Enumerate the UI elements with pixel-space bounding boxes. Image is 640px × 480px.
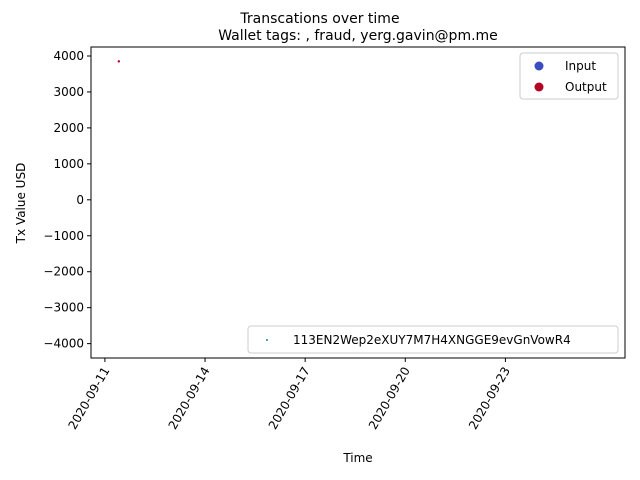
legend-wallet-label: 113EN2Wep2eXUY7M7H4XNGGE9evGnVowR4 bbox=[293, 333, 571, 347]
data-points bbox=[117, 60, 121, 63]
y-tick-label: 4000 bbox=[53, 49, 84, 63]
y-tick-label: 1000 bbox=[53, 157, 84, 171]
legend-box bbox=[247, 325, 619, 354]
y-tick-label: 0 bbox=[76, 193, 84, 207]
y-tick-label: 3000 bbox=[53, 85, 84, 99]
plot-frame bbox=[90, 46, 626, 359]
legend-wallet-marker bbox=[266, 339, 268, 341]
legend-input-label: Input bbox=[565, 59, 596, 73]
y-tick-label: −3000 bbox=[43, 301, 84, 315]
y-tick-label: −1000 bbox=[43, 229, 84, 243]
legend-input-marker bbox=[534, 61, 544, 71]
y-tick-label: 2000 bbox=[53, 121, 84, 135]
legend-box bbox=[519, 52, 619, 100]
y-axis: 4000 3000 2000 1000 0 −1000 −2000 −3000 −4000 bbox=[43, 49, 91, 351]
data-point-output bbox=[117, 60, 121, 63]
y-tick-label: −2000 bbox=[43, 265, 84, 279]
y-tick-label: −4000 bbox=[43, 337, 84, 351]
chart-suptitle: Transcations over time bbox=[239, 11, 399, 27]
chart-title: Wallet tags: , fraud, yerg.gavin@pm.me bbox=[218, 28, 498, 44]
legend-top-right: Input Output bbox=[519, 52, 619, 100]
legend-output-label: Output bbox=[565, 80, 607, 94]
y-axis-label: Tx Value USD bbox=[14, 163, 28, 245]
legend-output-marker bbox=[534, 82, 544, 92]
x-axis-label: Time bbox=[342, 451, 372, 465]
legend-bottom-right: 113EN2Wep2eXUY7M7H4XNGGE9evGnVowR4 bbox=[247, 325, 619, 354]
